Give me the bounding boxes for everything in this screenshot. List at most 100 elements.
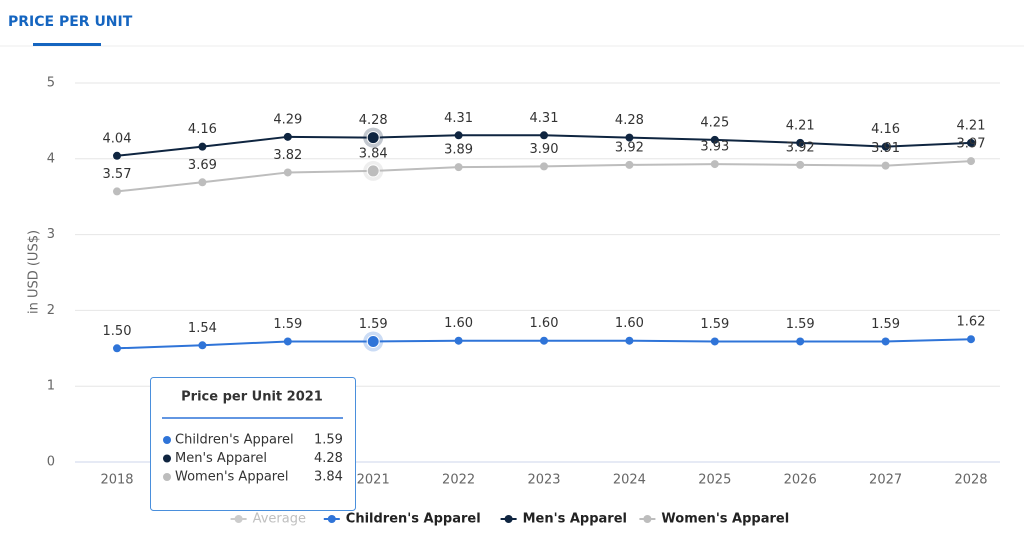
tooltip-series-name: Men's Apparel [175,451,267,466]
point[interactable] [113,344,121,353]
x-tick-label: 2022 [442,473,475,488]
point[interactable] [540,336,548,345]
legend-swatch-dot [327,515,336,523]
point[interactable] [710,135,719,144]
point[interactable] [113,187,121,196]
data-label: 4.21 [786,118,815,133]
data-label: 3.90 [530,142,559,157]
x-tick-label: 2023 [527,473,560,488]
point[interactable] [881,337,890,346]
data-label: 4.31 [530,111,559,126]
point[interactable] [454,336,463,345]
tooltip: Price per Unit 2021 Children's Apparel 1.5… [150,377,356,511]
data-label: 4.21 [957,118,986,133]
tooltip-dot [163,436,171,444]
point[interactable] [198,142,207,151]
tooltip-title: Price per Unit 2021 [181,390,323,405]
data-label: 1.59 [786,317,815,332]
x-tick-label: 2021 [357,473,390,488]
point[interactable] [796,160,805,169]
y-tick-label: 0 [47,455,55,470]
data-label: 1.60 [530,316,559,331]
y-tick-label: 4 [47,151,55,166]
data-label: 3.93 [700,140,729,155]
data-label: 1.54 [188,321,217,336]
data-label: 4.25 [700,115,729,130]
data-label: 4.16 [188,122,217,137]
data-label: 1.59 [359,317,388,332]
legend-label[interactable]: Average [253,512,306,527]
point[interactable] [796,337,805,346]
data-label: 1.59 [871,317,900,332]
data-label: 3.84 [359,146,388,161]
data-label: 3.69 [188,158,217,173]
point[interactable] [967,335,975,344]
tooltip-dot [163,473,171,481]
point[interactable] [198,341,207,350]
legend-swatch-dot [504,515,513,523]
point[interactable] [967,157,975,166]
legend-label[interactable]: Women's Apparel [661,512,789,527]
data-label: 4.31 [444,111,473,126]
point[interactable] [198,178,207,187]
x-tick-label: 2028 [954,473,987,488]
tab-underline [33,43,101,46]
data-label: 3.89 [444,143,473,158]
tooltip-value: 3.84 [314,470,343,485]
legend-label[interactable]: Men's Apparel [523,512,627,527]
point[interactable] [625,160,634,169]
legend-swatch-dot [234,515,243,523]
point[interactable] [283,132,292,141]
point[interactable] [113,151,121,160]
point[interactable] [366,131,380,145]
data-label: 1.62 [957,315,986,330]
y-tick-label: 5 [47,76,55,91]
point[interactable] [540,162,548,171]
data-label: 4.28 [615,113,644,128]
data-label: 4.29 [273,112,302,127]
data-label: 3.82 [273,148,302,163]
legend-label[interactable]: Children's Apparel [346,512,481,527]
data-label: 3.57 [103,167,132,182]
point[interactable] [366,164,380,178]
data-label: 1.50 [103,324,132,339]
x-tick-label: 2025 [698,473,731,488]
point[interactable] [967,138,975,147]
tooltip-value: 1.59 [314,433,343,448]
data-label: 4.28 [359,113,388,128]
legend-swatch-dot [643,515,652,523]
x-tick-label: 2027 [869,473,902,488]
tooltip-box [150,377,356,511]
point[interactable] [283,168,292,177]
data-label: 4.04 [103,131,132,146]
x-tick-label: 2024 [613,473,646,488]
point[interactable] [710,337,719,346]
tooltip-series-name: Women's Apparel [175,470,288,485]
x-tick-label: 2018 [100,473,133,488]
data-label: 3.97 [957,137,986,152]
data-label: 1.60 [615,316,644,331]
data-label: 1.60 [444,316,473,331]
point[interactable] [366,334,380,348]
y-tick-label: 2 [47,303,55,318]
y-axis-label: in USD (US$) [27,230,42,314]
point[interactable] [710,160,719,169]
point[interactable] [881,161,890,170]
point[interactable] [454,131,463,140]
data-label: 3.92 [615,140,644,155]
data-label: 3.92 [786,140,815,155]
tooltip-series-name: Children's Apparel [175,433,294,448]
point[interactable] [540,131,548,140]
point[interactable] [454,163,463,172]
tooltip-dot [163,454,171,463]
point[interactable] [796,138,805,147]
point[interactable] [625,133,634,142]
point[interactable] [625,336,634,345]
point[interactable] [283,337,292,346]
data-label: 1.59 [700,317,729,332]
point[interactable] [881,142,890,151]
x-tick-label: 2026 [784,473,817,488]
tab-title[interactable]: PRICE PER UNIT [8,14,133,30]
y-tick-label: 1 [47,379,55,394]
